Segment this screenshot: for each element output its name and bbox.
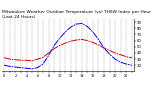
Text: Milwaukee Weather Outdoor Temperature (vs) THSW Index per Hour (Last 24 Hours): Milwaukee Weather Outdoor Temperature (v… — [2, 10, 150, 19]
